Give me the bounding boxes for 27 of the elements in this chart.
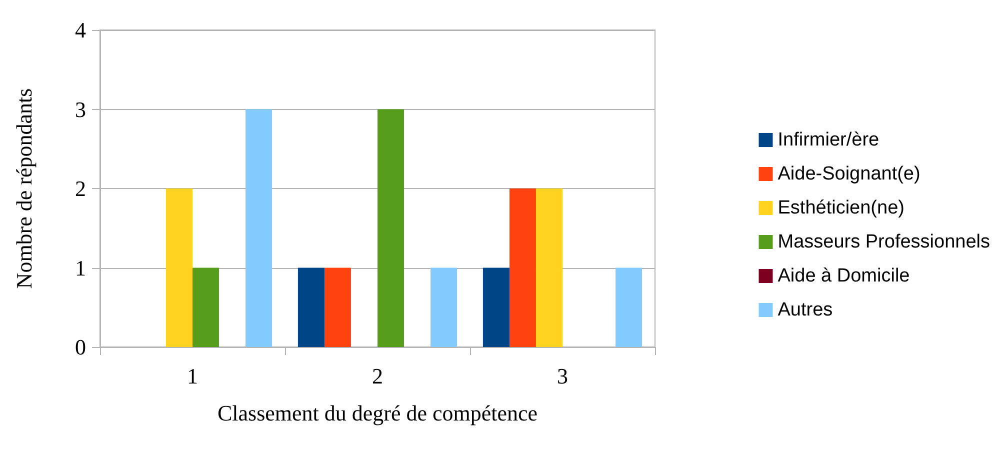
x-tick-label: 1 (187, 364, 198, 388)
bar (430, 268, 458, 347)
bar (192, 268, 220, 347)
bar (324, 268, 351, 347)
legend-label: Masseurs Professionnels (778, 232, 990, 252)
y-tick-label: 3 (75, 96, 86, 122)
legend-label: Autres (778, 300, 833, 320)
bar (536, 188, 562, 347)
legend-label: Esthéticien(ne) (778, 198, 904, 218)
x-tick-label: 3 (557, 364, 568, 388)
legend-label: Aide à Domicile (778, 266, 910, 286)
bar (482, 268, 510, 347)
bar (616, 268, 642, 347)
bar (378, 109, 404, 347)
bar (246, 109, 272, 347)
bar (298, 268, 324, 347)
y-tick-label: 0 (75, 334, 86, 360)
legend-label: Aide-Soignant(e) (778, 164, 920, 184)
x-tick-label: 2 (372, 364, 383, 388)
bar (509, 188, 536, 347)
y-axis-title: Nombre de répondants (12, 88, 36, 289)
bar (166, 188, 192, 347)
y-tick-label: 1 (75, 255, 86, 280)
x-axis-title: Classement du degré de compétence (217, 400, 538, 426)
y-tick-label: 4 (75, 18, 86, 42)
y-tick-label: 2 (75, 176, 86, 201)
legend-label: Infirmier/ère (778, 130, 880, 150)
